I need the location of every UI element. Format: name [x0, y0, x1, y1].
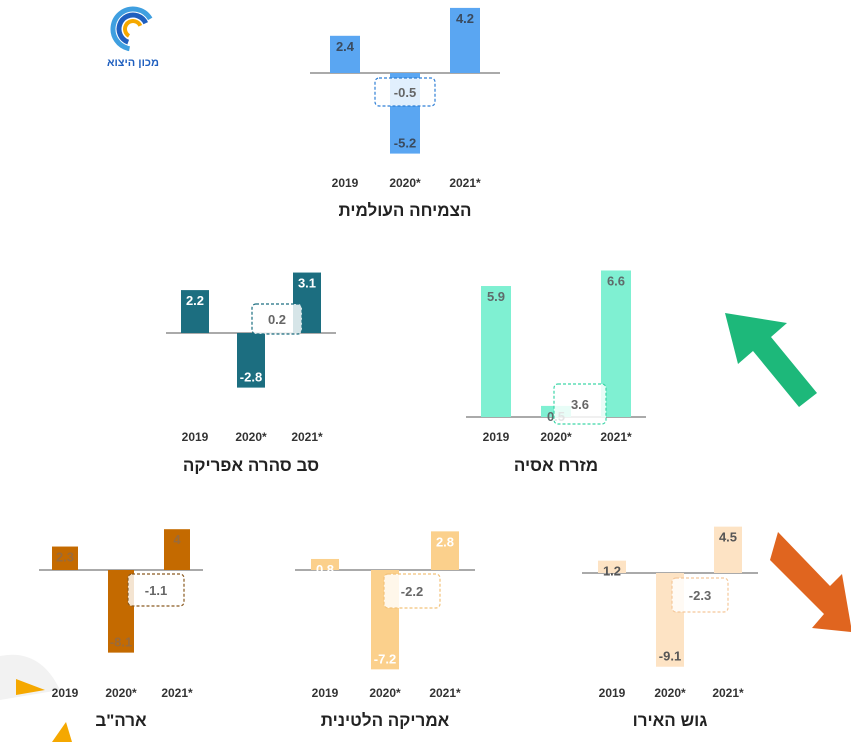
year-tick-label: 2020*: [369, 686, 401, 700]
year-tick-label: 2019: [483, 430, 510, 444]
chart-bar: [181, 290, 209, 333]
logo-caption: מכון היצוא: [107, 57, 159, 69]
region-chart: 2.3 2019 -8.1 2020* 4 2021* -1.1 ארה"ב: [39, 529, 203, 730]
highlight-value-label: -0.5: [394, 85, 416, 100]
region-title: ארה"ב: [95, 711, 147, 730]
bar-value-label: -5.2: [394, 136, 416, 151]
chart-bar: [311, 558, 339, 570]
region-chart: 2.2 2019 -2.8 2020* 3.1 2021* 0.2 סב סהרה אפריק…: [166, 272, 336, 475]
year-tick-label: 2019: [52, 686, 79, 700]
region-title: סב סהרה אפריקה: [183, 456, 319, 475]
chart-bar: [431, 531, 459, 570]
bar-value-label: 1.2: [603, 564, 621, 579]
chart-bar: [330, 35, 360, 73]
chart-bar: [598, 560, 626, 573]
region-title: גוש האירו: [633, 711, 708, 730]
year-tick-label: 2019: [182, 430, 209, 444]
year-tick-label: 2021*: [429, 686, 461, 700]
chart-bar: [450, 7, 480, 73]
year-tick-label: 2020*: [235, 430, 267, 444]
year-tick-label: 2021*: [449, 176, 481, 190]
year-tick-label: 2020*: [105, 686, 137, 700]
highlight-value-box: [553, 383, 607, 425]
region-title: הצמיחה העולמית: [339, 201, 472, 220]
bar-value-label: 4.2: [456, 11, 474, 26]
year-tick-label: 2019: [332, 176, 359, 190]
bar-value-label: 2.4: [336, 39, 355, 54]
highlight-value-label: -2.3: [689, 588, 711, 603]
bar-value-label: 2.3: [56, 550, 74, 565]
year-tick-label: 2019: [312, 686, 339, 700]
region-chart: 2.4 2019 -5.2 2020* 4.2 2021* -0.5 הצמיחה העולמ…: [310, 7, 500, 220]
highlight-value-box: [374, 77, 436, 107]
highlight-value-box: [671, 577, 729, 613]
highlight-value-label: 0.2: [268, 312, 286, 327]
bar-value-label: -9.1: [659, 649, 681, 664]
year-tick-label: 2019: [599, 686, 626, 700]
bar-value-label: 5.9: [487, 289, 505, 304]
year-tick-label: 2020*: [389, 176, 421, 190]
year-tick-label: 2021*: [712, 686, 744, 700]
bar-value-label: -8.1: [110, 635, 132, 650]
chart-bar: [237, 333, 265, 388]
bar-value-label: 2.2: [186, 293, 204, 308]
bar-value-label: 4.5: [719, 530, 737, 545]
orange-arrow-tip-icon: [52, 722, 72, 742]
year-tick-label: 2021*: [291, 430, 323, 444]
bar-value-label: -7.2: [374, 651, 396, 666]
year-tick-label: 2021*: [600, 430, 632, 444]
highlight-value-box: [251, 303, 303, 335]
bar-value-label: 2.8: [436, 534, 454, 549]
highlight-value-box: [127, 573, 185, 607]
chart-bar: [481, 286, 511, 417]
background-swoosh: [0, 654, 60, 700]
green-up-arrow-icon: [725, 313, 817, 407]
chart-bar: [714, 526, 742, 573]
orange-arrow-tip-icon: [16, 679, 45, 695]
orange-down-arrow-icon: [770, 532, 851, 632]
region-title: מזרח אסיה: [514, 456, 598, 475]
bar-value-label: 3.1: [298, 276, 316, 291]
highlight-value-label: -1.1: [145, 583, 167, 598]
chart-bar: [164, 529, 190, 570]
region-title: אמריקה הלטינית: [321, 711, 450, 730]
export-institute-logo: מכון היצוא: [107, 6, 159, 69]
region-chart: 1.2 2019 -9.1 2020* 4.5 2021* -2.3 גוש האירו: [582, 526, 758, 730]
bar-value-label: 4: [173, 532, 181, 547]
region-chart: 0.8 2019 -7.2 2020* 2.8 2021* -2.2 אמריקה הלטינ…: [295, 531, 475, 730]
highlight-value-label: 3.6: [571, 397, 589, 412]
year-tick-label: 2020*: [540, 430, 572, 444]
highlight-value-label: -2.2: [401, 584, 423, 599]
bar-value-label: 6.6: [607, 273, 625, 288]
chart-bar: [52, 546, 78, 570]
highlight-value-box: [383, 573, 441, 609]
bar-value-label: 0.8: [316, 562, 334, 577]
bar-value-label: -2.8: [240, 370, 262, 385]
year-tick-label: 2020*: [654, 686, 686, 700]
year-tick-label: 2021*: [161, 686, 193, 700]
